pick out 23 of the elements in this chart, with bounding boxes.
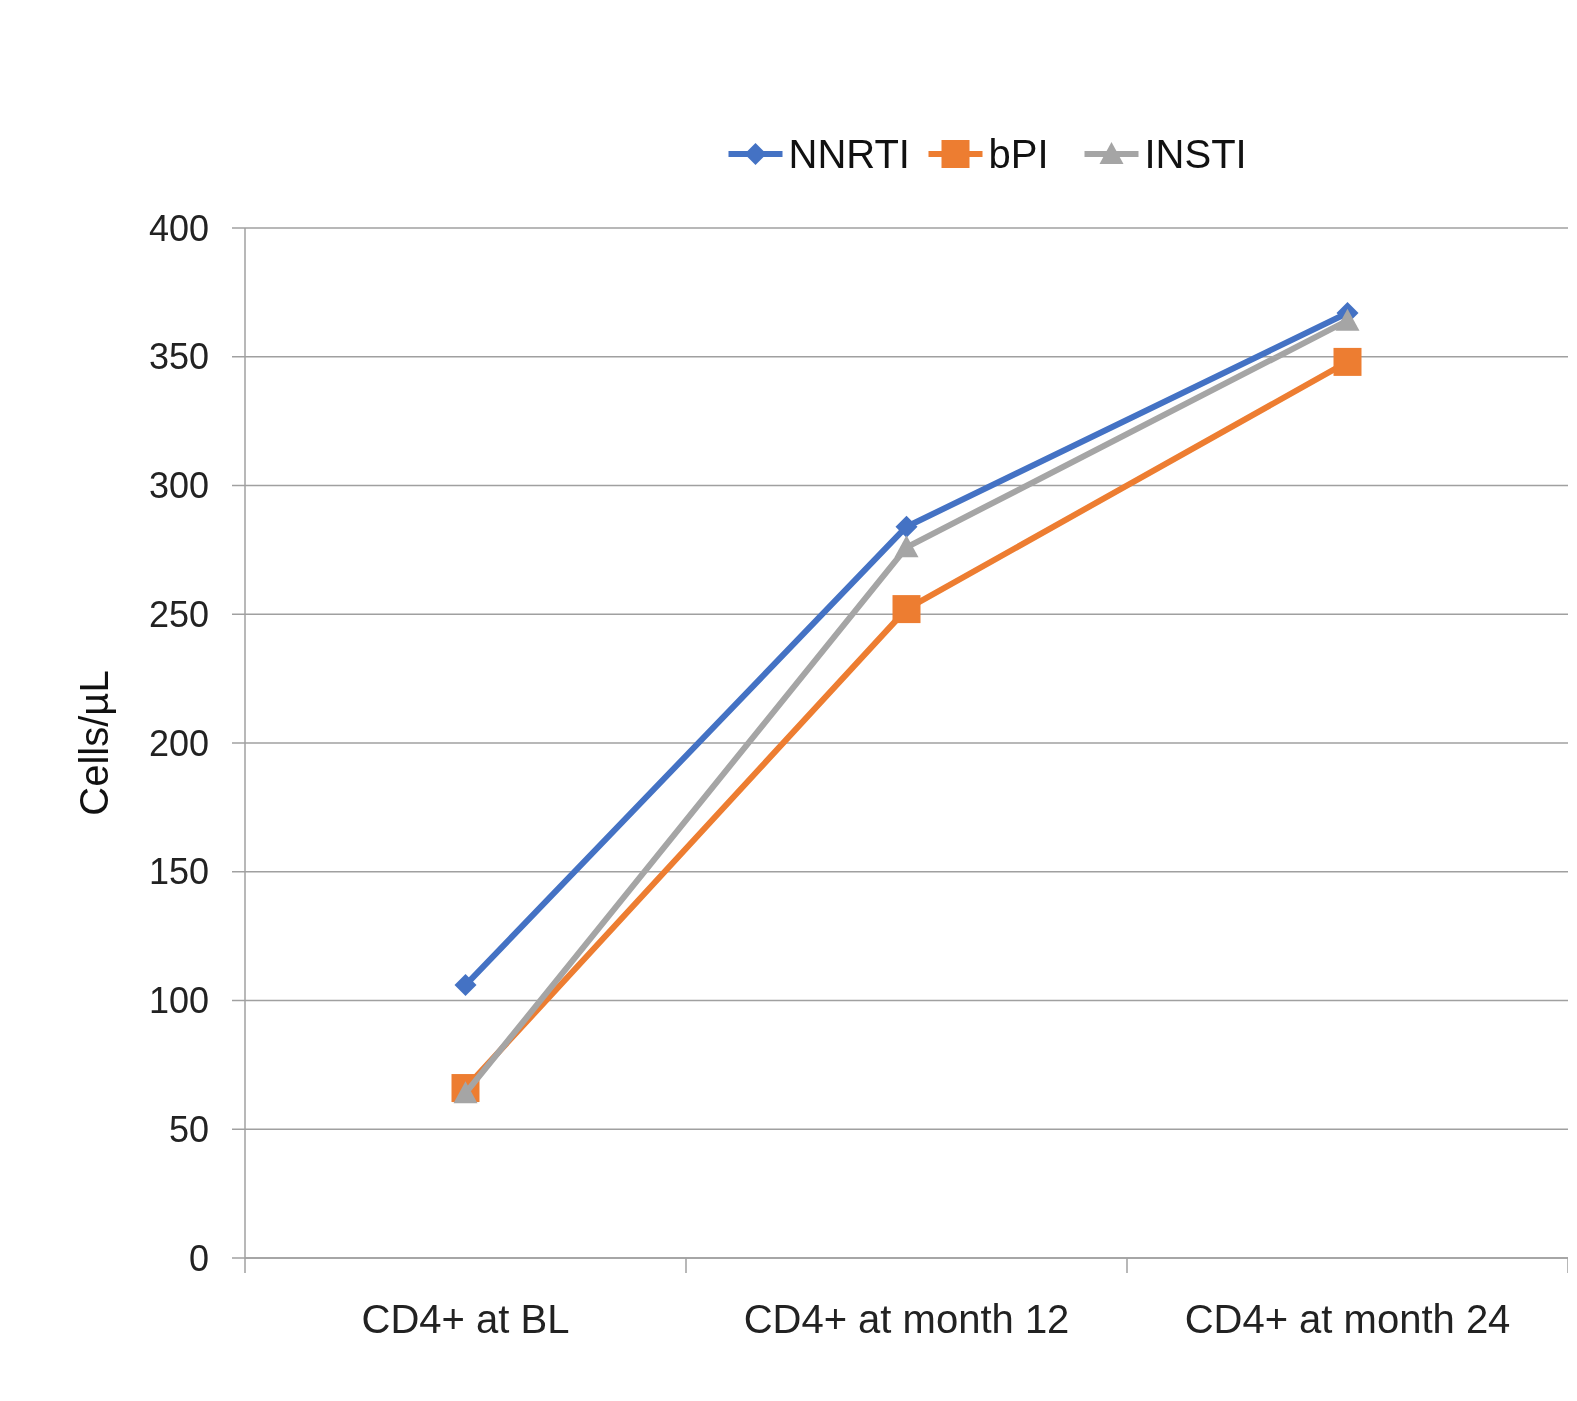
y-tick-label: 300 [148, 465, 209, 507]
legend-label: NNRTI [788, 132, 910, 176]
y-tick-label: 100 [148, 980, 209, 1022]
y-tick-label: 350 [148, 336, 209, 378]
x-tick-label: CD4+ at month 24 [1184, 1297, 1511, 1341]
legend-label: INSTI [1144, 132, 1247, 176]
point [1335, 308, 1360, 331]
point [894, 535, 919, 558]
x-tick-label: CD4+ at month 12 [743, 1297, 1070, 1341]
y-tick-label: 250 [148, 593, 209, 635]
point [895, 515, 918, 538]
x-tick-label: CD4+ at BL [361, 1297, 570, 1341]
point [453, 1081, 478, 1104]
y-tick-label: 150 [148, 851, 209, 893]
point [892, 595, 921, 624]
y-tick-label: 200 [148, 722, 209, 764]
y-axis-title: Cells/µL [72, 670, 116, 816]
y-tick-label: 0 [188, 1237, 209, 1279]
y-tick-label: 400 [148, 207, 209, 249]
legend-label: bPI [988, 132, 1049, 176]
point [1333, 347, 1362, 376]
point [454, 974, 477, 997]
y-tick-label: 50 [168, 1108, 209, 1150]
